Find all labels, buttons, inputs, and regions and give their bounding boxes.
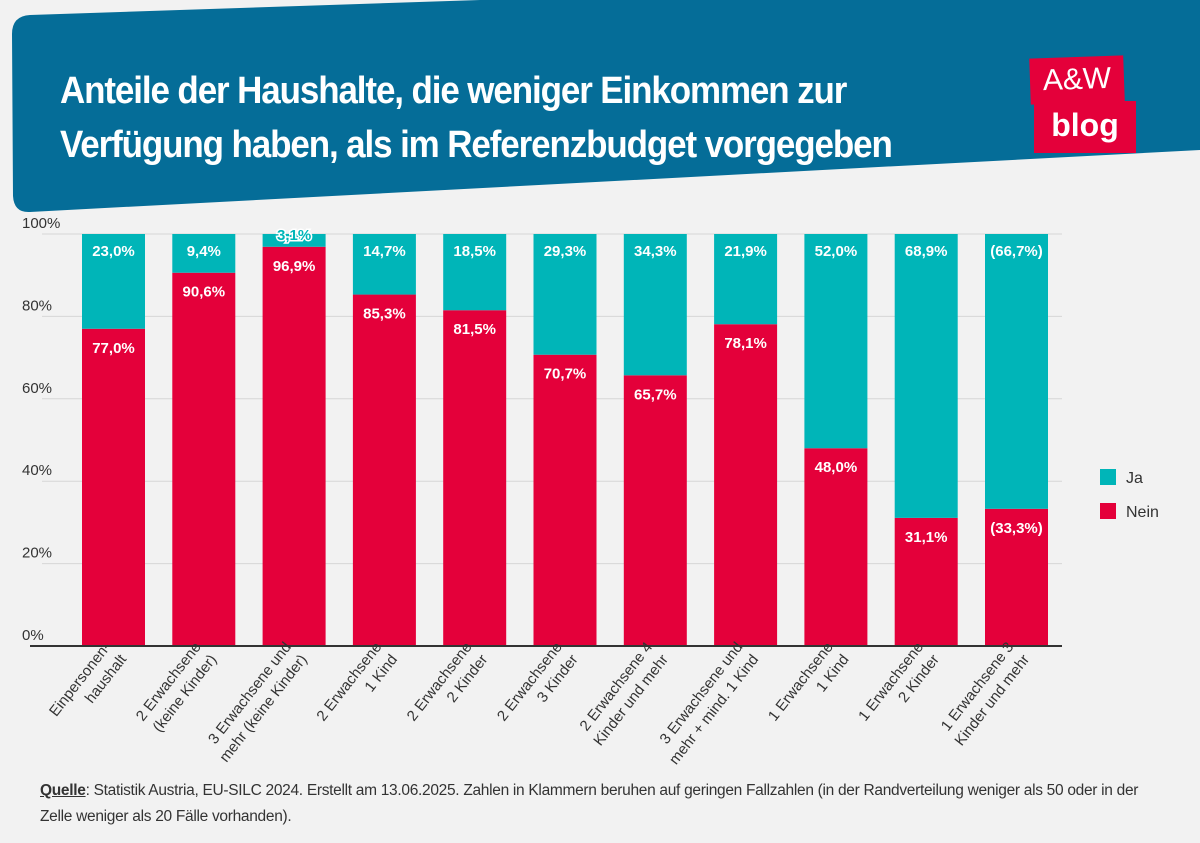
bar-nein [533, 354, 597, 646]
legend-label-nein: Nein [1126, 504, 1159, 521]
data-label-ja: 34,3% [634, 243, 677, 260]
bar-nein [443, 310, 507, 646]
data-label-nein: 70,7% [544, 366, 587, 383]
bar-ja [623, 234, 687, 376]
y-tick-label: 0% [22, 627, 44, 644]
x-tick-label: 2 Erwachsene3 Kinder [494, 639, 582, 737]
data-label-ja: 3,1% [277, 227, 311, 244]
bar-nein [172, 272, 236, 646]
x-tick-label: 1 Erwachsene 3Kinder und mehr [936, 639, 1033, 749]
bar-ja [894, 234, 958, 518]
x-tick-label: 2 Erwachsene(keine Kinder) [133, 639, 221, 737]
data-label-ja: 68,9% [905, 243, 948, 260]
data-label-ja: 29,3% [544, 243, 587, 260]
y-tick-label: 40% [22, 462, 52, 479]
bar-ja [714, 234, 778, 325]
bar-ja [985, 234, 1048, 509]
bar-nein [623, 375, 687, 646]
data-label-nein: 48,0% [815, 459, 858, 476]
data-label-nein: (33,3%) [990, 520, 1043, 537]
bar-nein [894, 517, 958, 646]
x-tick-label: 3 Erwachsene undmehr (keine Kinder) [200, 639, 310, 766]
x-tick-label: 2 Erwachsene2 Kinder [404, 639, 492, 737]
bar-ja [443, 234, 507, 311]
bar-ja [172, 234, 236, 273]
chart-title: Anteile der Haushalte, die weniger Einko… [60, 64, 980, 172]
data-label-ja: 52,0% [815, 243, 858, 260]
data-label-nein: 77,0% [92, 340, 135, 357]
bar-nein [985, 508, 1048, 646]
data-label-nein: 96,9% [273, 258, 316, 275]
data-label-ja: 9,4% [187, 243, 221, 260]
data-label-ja: (66,7%) [990, 243, 1043, 260]
bar-nein [262, 246, 326, 646]
title-line-2: Verfügung haben, als im Referenzbudget v… [60, 124, 893, 166]
data-label-nein: 90,6% [183, 284, 226, 301]
data-label-ja: 21,9% [724, 243, 767, 260]
x-tick-label: 1 Erwachsene2 Kinder [855, 639, 943, 737]
y-tick-label: 60% [22, 380, 52, 397]
x-tick-label: 2 Erwachsene1 Kind [313, 639, 401, 737]
header-banner [12, 0, 1200, 213]
data-label-ja: 23,0% [92, 243, 135, 260]
data-label-nein: 31,1% [905, 529, 948, 546]
y-tick-label: 100% [22, 215, 60, 232]
bar-nein [82, 328, 145, 646]
data-label-ja: 18,5% [453, 243, 496, 260]
bar-nein [714, 324, 778, 646]
y-tick-label: 20% [22, 545, 52, 562]
y-tick-label: 80% [22, 297, 52, 314]
bar-ja [352, 234, 416, 295]
legend-swatch-ja [1100, 469, 1116, 485]
bar-ja [804, 234, 868, 449]
bar-nein [804, 448, 868, 646]
data-label-nein: 81,5% [453, 321, 496, 338]
data-label-ja: 14,7% [363, 243, 406, 260]
stacked-bar-chart: 0% 20% 40% 60% 80% 100% 23,0% 77,0% Einpersonen-… [22, 215, 1159, 768]
bar-ja [262, 234, 326, 247]
bar-ja [82, 234, 145, 329]
x-tick-label: 1 Erwachsene1 Kind [765, 639, 853, 737]
data-label-nein: 78,1% [724, 335, 767, 352]
data-label-nein: 85,3% [363, 306, 406, 323]
title-line-1: Anteile der Haushalte, die weniger Einko… [60, 70, 847, 112]
x-tick-label: Einpersonen-haushalt [46, 638, 131, 732]
data-label-nein: 65,7% [634, 386, 677, 403]
source-label: Quelle [40, 782, 86, 799]
legend-label-ja: Ja [1126, 470, 1143, 487]
legend-swatch-nein [1100, 503, 1116, 519]
source-note: Quelle: Statistik Austria, EU-SILC 2024.… [40, 778, 1170, 830]
bar-ja [533, 234, 597, 355]
source-text: : Statistik Austria, EU-SILC 2024. Erste… [40, 782, 1139, 825]
x-tick-label: 2 Erwachsene 4Kinder und mehr [574, 639, 671, 749]
bar-nein [352, 294, 416, 646]
logo-blog: blog [1034, 101, 1136, 153]
